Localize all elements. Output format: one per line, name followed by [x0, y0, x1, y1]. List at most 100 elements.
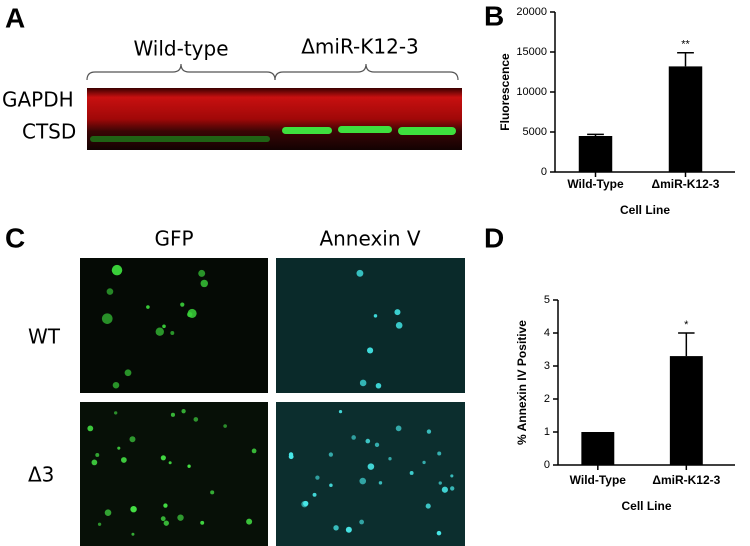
cell	[365, 438, 371, 444]
cell	[106, 288, 114, 295]
cell	[315, 475, 320, 480]
cell	[441, 486, 448, 493]
cell	[359, 477, 367, 485]
y-tick-label: 10000	[516, 86, 547, 98]
y-tick-label: 1	[544, 426, 550, 438]
bar	[668, 66, 703, 172]
cell	[160, 455, 166, 461]
micrograph	[276, 402, 465, 546]
panel-label: D	[484, 222, 504, 253]
cell	[146, 305, 150, 309]
cell	[117, 446, 121, 450]
cell	[170, 331, 175, 335]
cell	[426, 429, 432, 434]
cell	[111, 264, 123, 276]
micrograph	[80, 402, 268, 546]
cell	[180, 302, 185, 307]
cell	[345, 526, 352, 533]
cell	[95, 452, 100, 457]
brace	[86, 63, 276, 81]
cell	[114, 411, 118, 415]
cell	[438, 481, 442, 485]
bar	[581, 432, 615, 465]
micrograph	[80, 258, 268, 393]
cell	[160, 516, 166, 522]
cells	[87, 264, 455, 536]
cell	[422, 460, 426, 465]
column-label: GFP	[154, 227, 193, 251]
cell	[303, 500, 309, 507]
bar	[578, 136, 613, 172]
cell	[251, 448, 257, 454]
cell	[210, 490, 215, 495]
band-label: CTSD	[22, 120, 76, 144]
cell	[356, 269, 364, 277]
error-bar	[587, 133, 604, 136]
band-label: GAPDH	[2, 88, 74, 112]
cell	[193, 417, 199, 422]
cell	[120, 457, 127, 463]
ctsd-bands	[90, 126, 456, 142]
cell	[97, 522, 102, 526]
cell	[328, 452, 334, 457]
cell	[170, 412, 176, 417]
cell	[87, 425, 94, 432]
cell	[129, 436, 136, 443]
cell	[333, 525, 339, 531]
x-axis-label: Cell Line	[620, 203, 670, 217]
cell	[91, 459, 98, 466]
cell	[163, 520, 169, 526]
y-axis-label: % Annexin IV Positive	[515, 320, 529, 445]
y-axis-label: Fluorescence	[498, 53, 512, 131]
row-label: WT	[28, 325, 61, 349]
cell	[312, 492, 317, 497]
cell	[437, 451, 442, 456]
cell	[394, 309, 401, 316]
cell	[375, 382, 382, 389]
cell	[168, 461, 172, 465]
cell	[131, 532, 135, 536]
column-label: Annexin V	[319, 227, 420, 251]
cell	[450, 486, 455, 491]
bar	[669, 356, 703, 465]
cell	[388, 457, 392, 461]
cell	[374, 442, 380, 448]
cell	[112, 381, 120, 389]
cell	[187, 308, 197, 318]
micrograph	[276, 258, 465, 393]
y-tick-label: 0	[541, 166, 547, 178]
panel-label: A	[5, 2, 25, 33]
x-tick-label: ΔmiR-K12-3	[652, 473, 720, 487]
panel-label: C	[5, 222, 25, 253]
cell	[329, 483, 333, 488]
y-tick-label: 5000	[523, 126, 547, 138]
cell	[338, 410, 343, 414]
significance: *	[684, 319, 689, 331]
y-tick-label: 0	[544, 459, 550, 471]
cell	[223, 424, 227, 428]
cell	[101, 313, 113, 324]
cell	[351, 435, 356, 440]
cell	[155, 327, 164, 336]
y-tick-label: 3	[544, 360, 550, 372]
panel-label: B	[484, 0, 504, 31]
cell	[200, 279, 209, 288]
cell	[425, 503, 431, 509]
cell	[198, 269, 206, 277]
cell	[359, 519, 365, 525]
cell	[200, 520, 205, 525]
x-tick-label: ΔmiR-K12-3	[652, 177, 720, 191]
cell	[104, 509, 112, 516]
cell	[181, 409, 186, 414]
cell	[395, 425, 402, 432]
brace	[274, 63, 459, 81]
row-label: Δ3	[28, 463, 54, 487]
error-bar	[677, 52, 694, 67]
cell	[395, 322, 403, 329]
cell	[373, 314, 378, 318]
x-tick-label: Wild-Type	[570, 473, 627, 487]
cell	[378, 481, 383, 485]
significance: **	[681, 39, 690, 51]
y-tick-label: 2	[544, 393, 550, 405]
